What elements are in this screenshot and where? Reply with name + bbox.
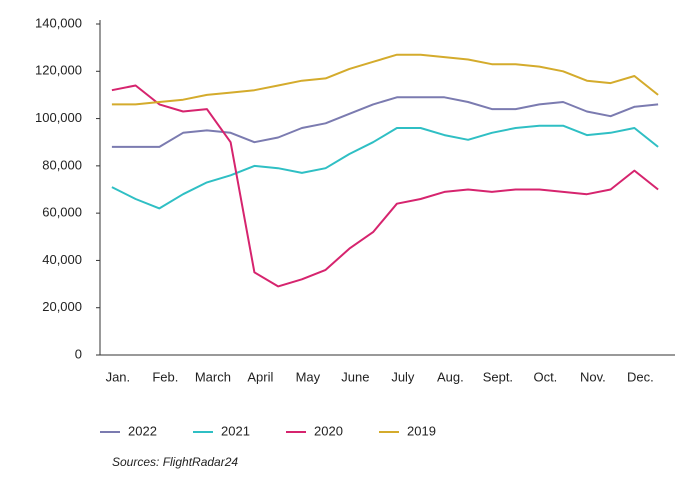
- y-tick-label: 80,000: [42, 157, 82, 172]
- legend-label: 2020: [314, 423, 343, 438]
- x-tick-label: Jan.: [106, 369, 131, 384]
- series-line: [111, 124, 659, 210]
- y-tick-label: 40,000: [42, 252, 82, 267]
- legend-label: 2021: [221, 423, 250, 438]
- x-tick-label: May: [296, 369, 321, 384]
- y-tick-label: 20,000: [42, 299, 82, 314]
- y-tick-label: 140,000: [35, 15, 82, 30]
- legend-label: 2019: [407, 423, 436, 438]
- x-tick-label: July: [391, 369, 415, 384]
- y-tick-label: 100,000: [35, 110, 82, 125]
- source-note: Sources: FlightRadar24: [112, 455, 238, 469]
- x-tick-label: Feb.: [152, 369, 178, 384]
- x-tick-label: Oct.: [533, 369, 557, 384]
- y-tick-label: 60,000: [42, 205, 82, 220]
- legend-label: 2022: [128, 423, 157, 438]
- series-line: [111, 96, 659, 148]
- x-tick-label: Nov.: [580, 369, 606, 384]
- series-line: [111, 53, 659, 106]
- x-tick-label: Dec.: [627, 369, 654, 384]
- x-tick-label: April: [247, 369, 273, 384]
- y-tick-label: 0: [75, 346, 82, 361]
- x-tick-label: June: [341, 369, 369, 384]
- x-tick-label: Sept.: [483, 369, 513, 384]
- x-tick-label: Aug.: [437, 369, 464, 384]
- x-tick-label: March: [195, 369, 231, 384]
- series-line: [111, 84, 659, 288]
- y-tick-label: 120,000: [35, 63, 82, 78]
